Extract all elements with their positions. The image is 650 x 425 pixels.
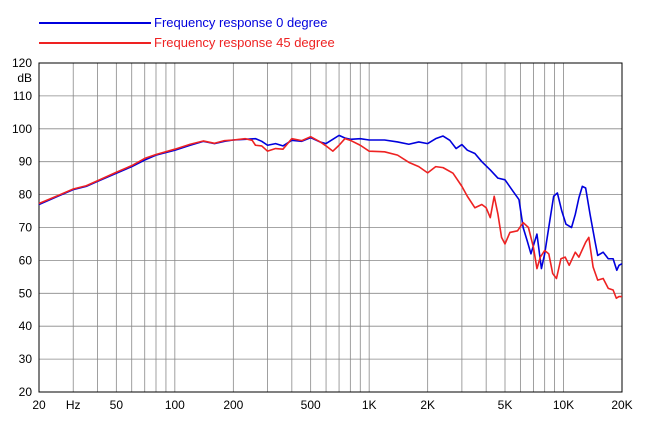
x-tick-label: Hz <box>66 398 81 412</box>
y-tick-label: 40 <box>19 319 33 333</box>
series-layer <box>38 134 623 300</box>
plot-grid <box>39 62 622 393</box>
y-tick-label: 100 <box>12 122 32 136</box>
plot-frame <box>38 62 623 393</box>
series-line <box>38 135 622 300</box>
y-tick-label: 70 <box>19 221 33 235</box>
y-tick-label: 50 <box>19 286 33 300</box>
x-tick-label: 1K <box>362 398 377 412</box>
y-tick-label: 30 <box>19 352 33 366</box>
y-tick-label: 60 <box>19 253 33 267</box>
x-tick-label: 5K <box>498 398 513 412</box>
y-tick-label: 80 <box>19 188 33 202</box>
y-tick-label: 120 <box>12 56 32 70</box>
x-tick-label: 10K <box>553 398 574 412</box>
legend: Frequency response 0 degree Frequency res… <box>39 15 335 50</box>
x-tick-label: 100 <box>165 398 185 412</box>
y-tick-label: 90 <box>19 155 33 169</box>
y-tick-label: 20 <box>19 385 33 399</box>
legend-label: Frequency response 45 degree <box>154 35 335 50</box>
x-tick-label: 200 <box>223 398 243 412</box>
y-axis-unit-label: dB <box>17 71 32 85</box>
x-tick-label: 20 <box>32 398 46 412</box>
x-axis-ticks: 20 Hz 50 100 200 500 1K 2K 5K 10K 20K <box>32 398 632 412</box>
y-tick-label: 110 <box>13 89 32 103</box>
y-axis-ticks: 20 30 40 50 60 70 80 90 100 110 120 <box>12 56 32 399</box>
legend-label: Frequency response 0 degree <box>154 15 327 30</box>
x-tick-label: 2K <box>420 398 435 412</box>
x-tick-label: 500 <box>301 398 321 412</box>
x-tick-label: 50 <box>110 398 124 412</box>
x-tick-label: 20K <box>611 398 632 412</box>
